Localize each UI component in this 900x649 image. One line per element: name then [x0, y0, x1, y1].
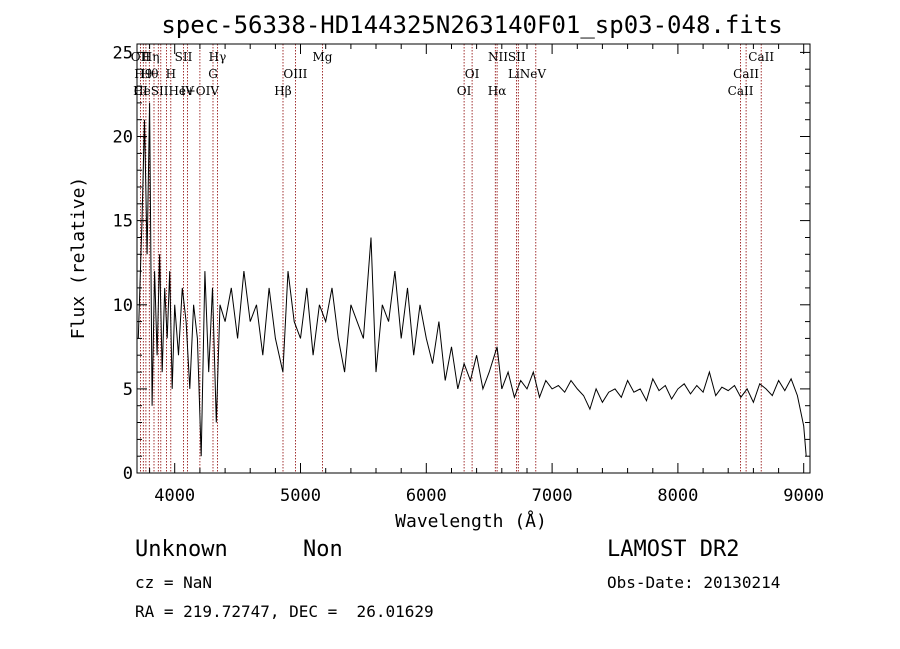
spectral-line-label: Hα [488, 84, 507, 98]
y-tick-label: 20 [113, 128, 133, 148]
redshift-value: cz = NaN [135, 573, 213, 592]
spectral-line-label: OII [131, 50, 151, 64]
y-tick-label: 10 [113, 296, 133, 316]
x-axis-label: Wavelength (Å) [395, 510, 547, 532]
spectral-line-label: H [166, 67, 176, 81]
spectral-line-label: HeSIIHe [133, 84, 186, 98]
spectral-line-label: OI [457, 84, 472, 98]
spectral-line-label: OIII [283, 67, 307, 81]
spectral-line-label: IV [181, 84, 195, 98]
x-tick-label: 8000 [657, 486, 698, 506]
y-tick-label: 25 [113, 43, 133, 63]
plot-frame [136, 43, 811, 474]
spectral-line-label: Hβ [274, 84, 291, 98]
x-axis-ticks: 4000 5000 6000 7000 8000 9000 [149, 44, 824, 506]
spectral-line-label: Hη [142, 50, 160, 64]
object-class: Unknown [135, 537, 228, 562]
spectral-line-label: CaII [728, 84, 754, 98]
spectral-line-label: CaII [748, 50, 774, 64]
object-subclass: Non [303, 537, 343, 562]
survey-name: LAMOST DR2 [607, 537, 740, 562]
spectral-line-label: CaII [733, 67, 759, 81]
x-tick-label: 5000 [280, 486, 321, 506]
x-tick-label: 7000 [532, 486, 573, 506]
spectral-line-labels: OIIH9CIHηHθHeSIIHeSIIHIVHγG+OIVOIIIHβMgO… [131, 50, 775, 98]
spectral-line-label: Hθ [141, 67, 159, 81]
observation-date: Obs-Date: 20130214 [607, 573, 781, 592]
spectrum-line [137, 102, 807, 457]
spectral-line-label: NIISII [488, 50, 526, 64]
spectral-line-label: +OIV [186, 84, 220, 98]
y-tick-label: 0 [123, 464, 133, 484]
coordinates: RA = 219.72747, DEC = 26.01629 [135, 602, 434, 621]
x-tick-label: 4000 [154, 486, 195, 506]
spectral-line-markers [139, 44, 762, 473]
y-axis-ticks: 0 5 10 15 20 25 [113, 43, 810, 484]
spectral-line-label: G [208, 67, 218, 81]
x-tick-label: 9000 [783, 486, 824, 506]
spectral-line-label: Hγ [209, 50, 227, 64]
spectral-line-label: OI [465, 67, 480, 81]
y-tick-label: 5 [123, 380, 133, 400]
chart-title: spec-56338-HD144325N263140F01_sp03-048.f… [161, 11, 782, 39]
y-axis-label: Flux (relative) [68, 177, 89, 340]
x-tick-label: 6000 [406, 486, 447, 506]
spectral-line-label: SII [175, 50, 193, 64]
spectral-line-label: LiNeV [508, 67, 546, 81]
spectral-line-label: Mg [313, 50, 333, 64]
spectral-line-label: H9 [134, 67, 152, 81]
y-tick-label: 15 [113, 212, 133, 232]
